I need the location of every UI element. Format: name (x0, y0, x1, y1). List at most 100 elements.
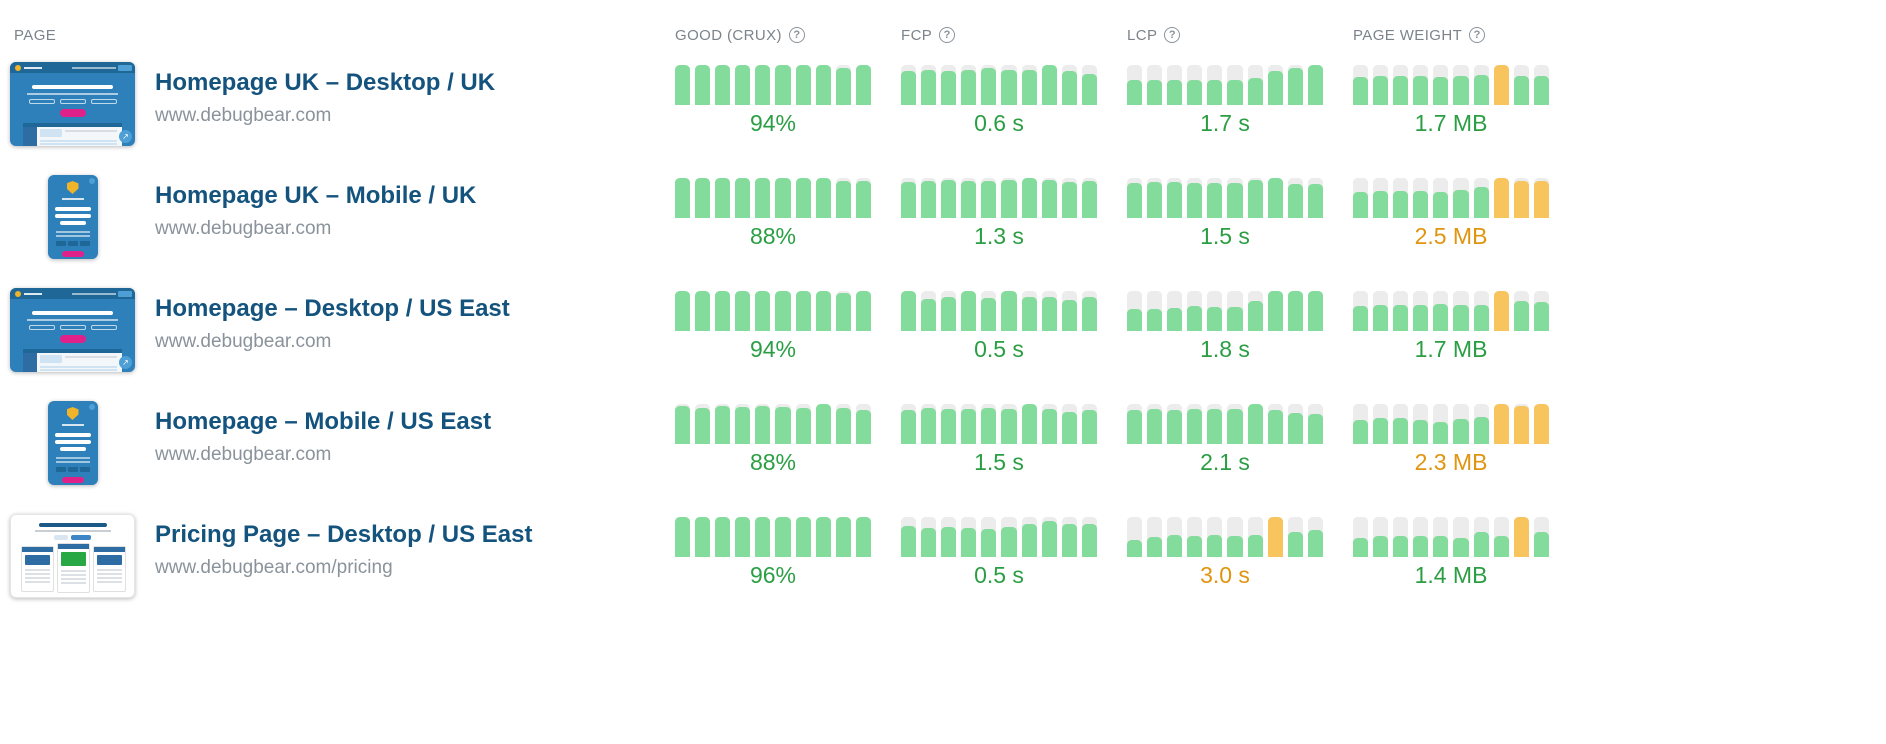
sparkline-bar-fill (1353, 537, 1369, 557)
sparkline-bar (1147, 291, 1163, 331)
page-thumbnail[interactable] (10, 514, 135, 598)
metric-value: 1.8 s (1200, 336, 1250, 362)
metric-cell-pw[interactable]: 2.3 MB (1353, 401, 1549, 476)
metric-cell-fcp[interactable]: 1.3 s (901, 175, 1097, 250)
metric-cell-fcp[interactable]: 1.5 s (901, 401, 1097, 476)
page-thumbnail[interactable]: ↗ (10, 288, 135, 372)
page-thumbnail[interactable] (47, 401, 98, 485)
shield-logo-icon (66, 407, 79, 420)
sparkline-bar (1513, 178, 1529, 218)
thumbnail-decoration (65, 356, 117, 358)
metric-cell-pw[interactable]: 1.7 MB (1353, 288, 1549, 363)
sparkline-bar-fill (921, 69, 937, 105)
thumbnail-decoration (25, 573, 50, 575)
page-title[interactable]: Homepage – Mobile / US East (155, 408, 492, 435)
expand-icon[interactable]: ↗ (119, 356, 132, 369)
metric-cell-good[interactable]: 88% (675, 401, 871, 476)
sparkline-bar-fill (941, 71, 957, 105)
metric-cell-good[interactable]: 88% (675, 175, 871, 250)
sparkline-bar-fill (1267, 410, 1283, 444)
metric-cell-pw[interactable]: 1.4 MB (1353, 514, 1549, 589)
metric-cell-fcp[interactable]: 0.6 s (901, 62, 1097, 137)
sparkline-bar (715, 178, 731, 218)
sparkline-bar (715, 517, 731, 557)
sparkline-bar-fill (1453, 304, 1469, 331)
sparkline-bar-fill (1453, 419, 1469, 444)
sparkline-bar (855, 291, 871, 331)
metric-cell-good[interactable]: 94% (675, 62, 871, 137)
thumbnail-decoration (55, 231, 90, 233)
thumbnail-decoration (61, 198, 84, 200)
sparkline-bar (941, 404, 957, 444)
thumbnail-decoration (61, 424, 84, 426)
metric-cell-pw[interactable]: 1.7 MB (1353, 62, 1549, 137)
sparkline-bar-fill (1187, 80, 1203, 105)
sparkline-bar (961, 65, 977, 105)
metric-cell-good[interactable]: 96% (675, 514, 871, 589)
metric-cell-lcp[interactable]: 1.7 s (1127, 62, 1323, 137)
sparkline-bar (901, 517, 917, 557)
sparkline-bar-fill (1287, 291, 1303, 331)
sparkline-bar-fill (981, 298, 997, 331)
question-mark-circle-icon[interactable]: ? (939, 27, 956, 43)
sparkline-bar (1127, 517, 1143, 557)
pricing-card (21, 546, 54, 592)
metric-cell-pw[interactable]: 2.5 MB (1353, 175, 1549, 250)
sparkline-bar-fill (1061, 524, 1077, 557)
sparkline-bar-fill (1413, 190, 1429, 218)
question-mark-circle-icon[interactable]: ? (788, 27, 805, 43)
sparkline-bar-fill (775, 65, 791, 105)
sparkline-bar-fill (815, 404, 831, 444)
sparkline-bar-fill (795, 178, 811, 218)
page-title[interactable]: Pricing Page – Desktop / US East (155, 521, 533, 548)
page-thumbnail[interactable] (47, 175, 98, 259)
page-title[interactable]: Homepage UK – Mobile / UK (155, 182, 477, 209)
expand-icon[interactable]: ↗ (119, 130, 132, 143)
sparkline-bar (1267, 404, 1283, 444)
sparkline-bar (735, 178, 751, 218)
page-title[interactable]: Homepage UK – Desktop / UK (155, 69, 496, 96)
sparkline-bar-fill (1081, 73, 1097, 105)
metric-cell-good[interactable]: 94% (675, 288, 871, 363)
metric-cell-lcp[interactable]: 1.8 s (1127, 288, 1323, 363)
sparkline-bar (921, 65, 937, 105)
thumbnail-decoration (54, 535, 68, 540)
question-mark-circle-icon[interactable]: ? (1164, 27, 1181, 43)
sparkline-bar (1413, 404, 1429, 444)
thumbnail-decoration (65, 130, 117, 132)
sparkline-bar-fill (835, 407, 851, 444)
sparkline-bar-fill (1453, 537, 1469, 557)
sparkline-bar (1081, 291, 1097, 331)
metric-value: 88% (749, 449, 797, 475)
thumbnail-decoration (59, 221, 86, 225)
metric-cell-lcp[interactable]: 3.0 s (1127, 514, 1323, 589)
thumbnail-decoration (54, 440, 91, 444)
question-mark-circle-icon[interactable]: ? (1469, 27, 1486, 43)
sparkline-bar (1453, 291, 1469, 331)
sparkline-bar-fill (1167, 182, 1183, 218)
metric-cell-fcp[interactable]: 0.5 s (901, 288, 1097, 363)
sparkline-bar-fill (1473, 304, 1489, 331)
metric-cell-lcp[interactable]: 1.5 s (1127, 175, 1323, 250)
metric-cell-fcp[interactable]: 0.5 s (901, 514, 1097, 589)
sparkline-bar-fill (815, 65, 831, 105)
sparkline-bar-fill (1307, 414, 1323, 444)
sparkline-bar (1287, 65, 1303, 105)
sparkline-bar-fill (1373, 418, 1389, 444)
sparkline-bar (775, 517, 791, 557)
thumbnail-decoration (40, 129, 62, 137)
metric-cell-lcp[interactable]: 2.1 s (1127, 401, 1323, 476)
sparkline (1353, 404, 1549, 444)
page-title[interactable]: Homepage – Desktop / US East (155, 295, 510, 322)
sparkline-bar-fill (1493, 291, 1509, 331)
sparkline-bar-fill (1307, 65, 1323, 105)
sparkline-bar-fill (981, 68, 997, 105)
sparkline-bar (1187, 404, 1203, 444)
thumbnail-decoration (25, 577, 50, 579)
sparkline-bar-fill (941, 297, 957, 331)
cta-button (60, 109, 86, 117)
metric-value: 1.7 s (1200, 110, 1250, 136)
page-url: www.debugbear.com (155, 444, 332, 465)
sparkline-bar (1001, 517, 1017, 557)
page-thumbnail[interactable]: ↗ (10, 62, 135, 146)
